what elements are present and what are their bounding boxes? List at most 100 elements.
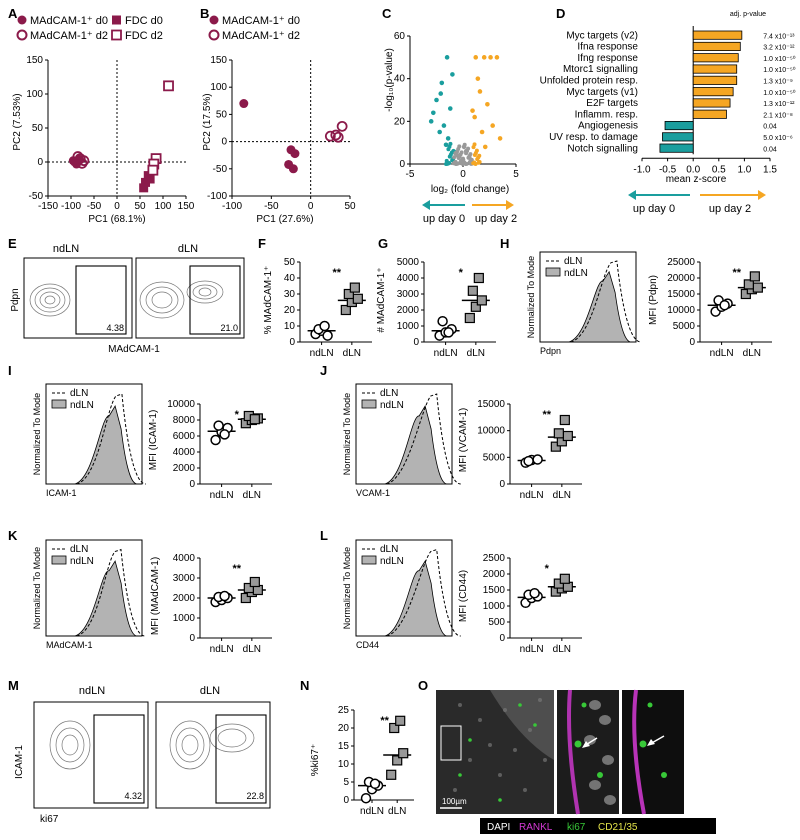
data-point	[141, 177, 151, 187]
histogram-ylabel: Normalized To Mode	[342, 547, 352, 629]
micrograph-texture	[453, 698, 547, 792]
y-tick-label: 1500	[483, 585, 506, 596]
panel-d-arrow-left-label: up day 0	[633, 203, 675, 215]
data-point	[488, 55, 493, 60]
adj-p-value: 1.0 x10⁻⁵⁰	[763, 89, 796, 97]
y-tick-label: 100	[26, 89, 43, 100]
data-point	[452, 155, 457, 160]
data-point	[147, 164, 159, 176]
panel-c-arrows: up day 0 up day 2	[422, 200, 517, 225]
panel-letter-i: I	[8, 363, 12, 378]
panel-a: MAdCAM-1⁺ d0 FDC d0 MAdCAM-1⁺ d2 FDC d2 …	[12, 15, 195, 225]
y-tick-label: 1000	[397, 321, 420, 332]
bar	[664, 121, 694, 131]
data-point	[453, 151, 458, 156]
y-tick-label: 40	[284, 273, 296, 284]
x-tick-label: dLN	[243, 644, 261, 655]
significance-marker: **	[232, 563, 241, 575]
data-point	[145, 174, 155, 184]
x-tick-label: -100	[222, 201, 242, 212]
data-point	[332, 131, 344, 143]
histogram-xlabel: ICAM-1	[46, 488, 77, 498]
legend-label: ndLN	[70, 556, 94, 567]
data-point	[562, 430, 573, 442]
x-tick-label: 50	[134, 201, 146, 212]
panel-e-title-ndln: ndLN	[53, 243, 79, 255]
gate-box	[215, 714, 267, 804]
x-tick-label: 150	[178, 201, 195, 212]
x-tick-label: dLN	[553, 490, 571, 501]
panel-letter-h: H	[500, 236, 509, 251]
y-tick-label: 3000	[173, 573, 196, 584]
data-point	[553, 428, 564, 439]
y-tick-label: 150	[210, 55, 227, 66]
panel-e-title-dln: dLN	[178, 243, 198, 255]
data-point	[249, 576, 260, 588]
panel-c-ylabel: -log₁₀(p-value)	[384, 48, 395, 112]
y-tick-label: 25	[338, 705, 350, 716]
panel-m: ndLN dLN 4.32 22.8 ki67 ICAM-1	[14, 685, 271, 825]
y-tick-label: 10	[284, 321, 296, 332]
y-tick-label: 0	[37, 157, 43, 168]
gate-value: 4.32	[124, 791, 142, 801]
histogram-ndln	[384, 404, 448, 485]
y-tick-label: 0	[413, 337, 419, 348]
data-point	[349, 282, 360, 293]
category-label: Myc targets (v1)	[566, 87, 638, 98]
x-tick-label: dLN	[553, 644, 571, 655]
panel-e-ylabel: Pdpn	[10, 288, 21, 311]
data-point	[467, 285, 478, 296]
histogram-xlabel: MAdCAM-1	[46, 640, 93, 650]
data-point	[340, 304, 351, 316]
significance-marker: *	[235, 409, 240, 421]
legend-fill-swatch	[361, 399, 377, 409]
data-point	[439, 80, 445, 86]
data-point	[468, 152, 473, 157]
panel-h-ylabel: MFI (Pdpn)	[648, 275, 659, 325]
y-tick-label: 1000	[173, 613, 196, 624]
y-tick-label: 10000	[167, 399, 195, 410]
panel-d-header: adj. p-value	[730, 11, 766, 18]
y-tick-label: 50	[32, 123, 44, 134]
adj-p-value: 5.0 x10⁻⁶	[763, 135, 793, 142]
significance-marker: **	[542, 409, 551, 421]
panel-d-arrows: up day 0 up day 2	[628, 190, 766, 215]
y-tick-label: 10	[338, 759, 350, 770]
histogram-ndln	[384, 560, 448, 637]
x-tick-label: -1.0	[633, 164, 651, 175]
histogram-ndln	[74, 404, 138, 485]
flow-plot-frame	[23, 257, 133, 339]
y-tick-label: 100	[210, 82, 227, 93]
y-tick-label: 3000	[397, 289, 420, 300]
x-tick-label: ndLN	[520, 644, 544, 655]
panel-letter-k: K	[8, 528, 18, 543]
x-tick-label: ndLN	[210, 490, 234, 501]
y-tick-label: -50	[213, 164, 228, 175]
bar	[692, 53, 739, 63]
y-tick-label: 15000	[477, 399, 505, 410]
panel-c-arrow-right-label: up day 2	[475, 213, 517, 225]
data-point	[395, 715, 406, 726]
panel-j-ylabel: MFI (VCAM-1)	[458, 408, 469, 472]
legend-fill-swatch	[51, 399, 67, 409]
data-point	[72, 151, 84, 162]
data-point	[464, 312, 475, 324]
data-point	[749, 271, 760, 282]
x-tick-label: ndLN	[710, 348, 734, 359]
adj-p-value: 3.2 x10⁻¹²	[763, 45, 795, 52]
significance-marker: **	[380, 715, 389, 727]
histogram-dln	[76, 548, 146, 637]
x-tick-label: ndLN	[360, 806, 384, 817]
panel-letters: A B C D E F G H I J K L M N O	[8, 6, 565, 693]
y-tick-label: 8000	[173, 415, 196, 426]
panel-l-ylabel: MFI (CD44)	[458, 570, 469, 622]
data-point	[473, 55, 479, 60]
x-tick-label: -150	[38, 201, 58, 212]
y-tick-label: 5	[343, 777, 349, 788]
micrograph-overview	[436, 690, 554, 814]
data-point	[386, 769, 397, 780]
